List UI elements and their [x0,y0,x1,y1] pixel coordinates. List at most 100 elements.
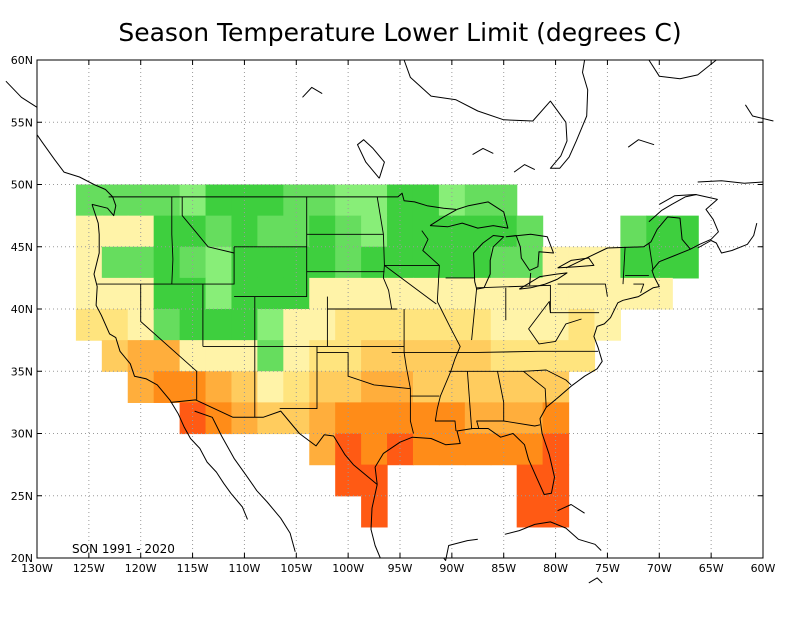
state-boundary-line [633,283,645,293]
temperature-cell [438,402,466,435]
state-boundary-line [557,283,608,297]
temperature-cell [205,246,233,279]
temperature-cell [309,277,336,310]
temperature-cell [257,309,284,341]
coastline [549,59,589,169]
longitude-tick-label: 65W [699,562,724,575]
state-boundary-line [279,346,318,410]
temperature-cell [516,402,544,435]
state-boundary-line [648,242,654,271]
longitude-tick-label: 105W [280,562,312,575]
temperature-cell [464,277,492,310]
temperature-cell [438,246,466,279]
temperature-cell [309,340,336,372]
temperature-cell [412,340,440,372]
temperature-cell [309,371,336,403]
temperature-cell [464,340,492,372]
temperature-cell [335,246,362,279]
temperature-cell [257,402,284,435]
temperature-cell [309,184,336,217]
state-boundary-line [234,246,308,298]
longitude-tick-label: 75W [595,562,620,575]
coastline [648,194,697,223]
longitude-tick-label: 80W [543,562,568,575]
temperature-cell [231,402,258,435]
island-outline [472,147,494,156]
temperature-cell [361,340,388,372]
temperature-cell [257,340,284,372]
national-border-line [170,399,378,485]
temperature-cell [387,402,414,435]
temperature-cell [361,246,388,279]
temperature-cell [205,340,233,372]
coastline [370,484,381,559]
state-boundary-line [476,284,600,314]
temperature-cell [542,340,570,372]
temperature-cell [464,184,492,217]
temperature-cell [153,246,181,279]
longitude-tick-label: 60W [751,562,776,575]
temperature-cell [153,309,181,341]
temperature-cell [620,215,647,248]
temperature-cell [101,215,129,248]
temperature-cell [412,371,440,403]
temperature-cell [516,309,544,341]
temperature-cell [490,246,518,279]
temperature-cell [205,402,233,435]
latitude-tick-label: 40N [11,303,33,316]
state-boundary-line [523,370,547,408]
island-outline [513,164,536,173]
temperature-cell [464,433,492,466]
coastline [697,222,758,254]
temperature-cell [309,215,336,248]
temperature-cell [101,277,129,310]
temperature-cell [75,246,103,279]
latitude-tick-label: 30N [11,428,33,441]
temperature-cell [594,246,621,279]
temperature-cell [205,371,233,403]
longitude-tick-label: 100W [332,562,364,575]
state-boundary-line [466,371,473,429]
temperature-cell [412,184,440,217]
temperature-grid-layer [75,184,699,528]
coastline [36,134,117,217]
temperature-cell [412,309,440,341]
longitude-tick-label: 110W [228,562,260,575]
longitude-tick-label: 85W [491,562,516,575]
coastline [443,538,478,561]
latitude-tick-label: 60N [11,54,33,67]
temperature-cell [101,309,129,341]
temperature-cell [464,309,492,341]
temperature-cell [672,246,699,279]
latitude-tick-label: 20N [11,552,33,565]
temperature-cell [672,215,699,248]
temperature-cell [153,215,181,248]
national-border-line [565,216,691,269]
state-boundary-line [448,369,572,386]
temperature-cell [568,309,596,341]
island-outline [588,577,603,584]
longitude-tick-label: 130W [21,562,53,575]
state-boundary-line [140,284,198,400]
temperature-cell [309,402,336,435]
temperature-cell [257,184,284,217]
axis-ticks-layer: 20N 25N 30N 35N 40N 45N 50N 55N 60N 130W 125W 120W 1… [11,54,776,575]
temperature-cell [361,184,388,217]
latitude-tick-label: 55N [11,116,33,129]
state-boundary-line [503,420,541,427]
temperature-cell [257,246,284,279]
temperature-cell [205,184,233,217]
temperature-cell [464,246,492,279]
temperature-cell [283,246,310,279]
temperature-cell [361,402,388,435]
temperature-cell [153,371,181,403]
temperature-cell [464,215,492,248]
temperature-cell [257,371,284,403]
temperature-cell [179,246,207,279]
temperature-cell [412,402,440,435]
temperature-cell [153,184,181,217]
state-boundary-line [171,196,174,285]
temperature-cell [412,277,440,310]
coastline [648,59,717,80]
temperature-cell [309,246,336,279]
